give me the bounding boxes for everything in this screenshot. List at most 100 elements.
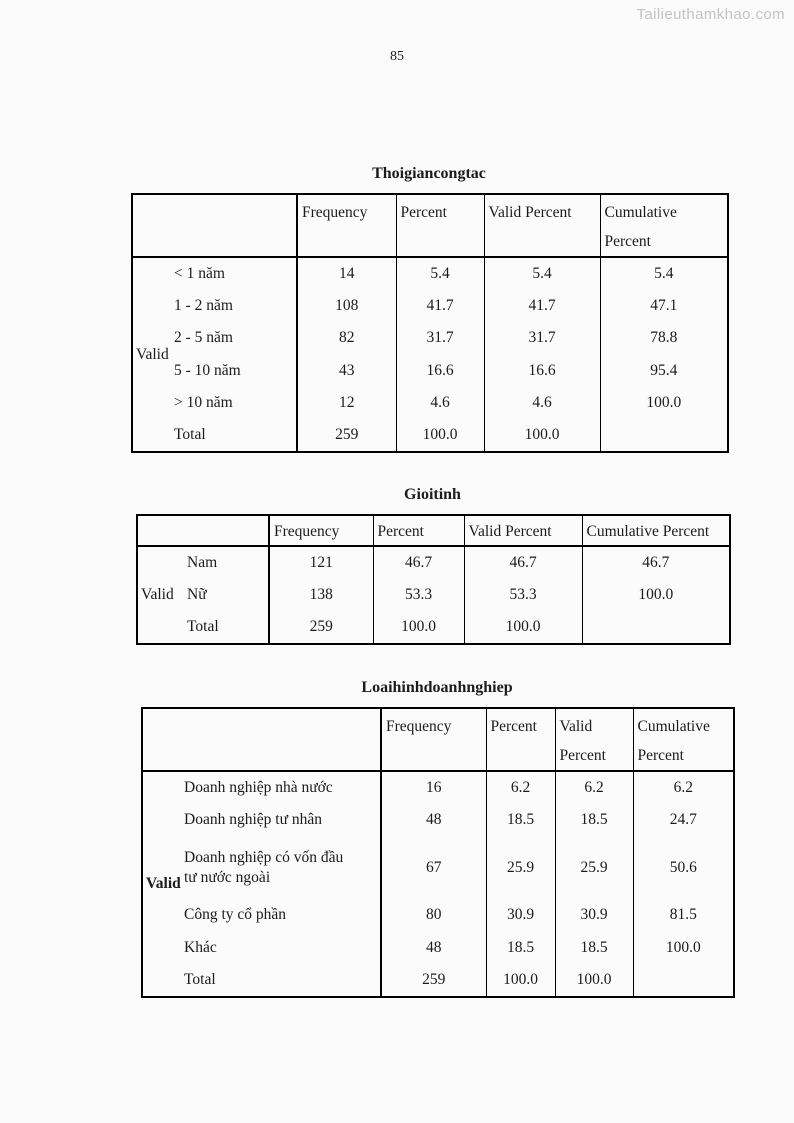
table-row: Valid Nam 121 46.7 46.7 46.7 [137, 546, 730, 603]
table-title: Gioitinh [404, 486, 461, 503]
table-section-gioitinh: Gioitinh Frequency Percent Valid Percent… [136, 485, 731, 645]
row-label: 1 - 2 năm [172, 289, 298, 322]
cell-value: 100.0 [554, 964, 633, 997]
header-row: Frequency Percent Valid Percent Cumulati… [142, 708, 734, 772]
header-row: Frequency Percent Valid Percent Cumulati… [137, 515, 730, 547]
cell-value: 18.5 [485, 803, 555, 836]
cell-value: 100.0 [599, 387, 728, 420]
column-header-valid-percent: Valid Percent [554, 708, 633, 772]
cell-value: 4.6 [483, 387, 600, 420]
column-header-percent: Percent [485, 708, 555, 772]
empty-header-cell [132, 194, 298, 258]
table-row: Total 259 100.0 100.0 [132, 419, 728, 452]
cell-value: 4.6 [395, 387, 484, 420]
table-row: Khác 48 18.5 18.5 100.0 [142, 931, 734, 964]
cell-value: 100.0 [372, 611, 464, 644]
cell-value: 53.3 [463, 578, 582, 611]
cell-value: 48 [380, 931, 486, 964]
cell-value: 43 [296, 354, 396, 387]
table-row: > 10 năm 12 4.6 4.6 100.0 [132, 387, 728, 420]
column-header-percent: Percent [372, 515, 464, 547]
table-row: Valid Doanh nghiệp nhà nước 16 6.2 6.2 6… [142, 771, 734, 892]
row-label: Doanh nghiệp nhà nước [182, 771, 382, 804]
cell-value: 95.4 [599, 354, 728, 387]
cell-value: 100.0 [395, 419, 484, 452]
table-row: 2 - 5 năm 82 31.7 31.7 78.8 [132, 322, 728, 355]
row-label: Công ty cổ phần [182, 899, 382, 932]
empty-header-cell [142, 708, 382, 772]
cell-value [581, 611, 730, 644]
cell-value: 30.9 [485, 899, 555, 932]
cell-value: 16.6 [395, 354, 484, 387]
cell-value: 67 [380, 836, 486, 899]
frequency-table-gioitinh: Frequency Percent Valid Percent Cumulati… [136, 514, 731, 645]
cell-value: 6.2 [485, 771, 555, 804]
row-label: < 1 năm [172, 257, 298, 290]
column-header-frequency: Frequency [296, 194, 396, 258]
cell-value: 100.0 [632, 931, 734, 964]
cell-value: 138 [268, 578, 373, 611]
row-label: Total [182, 964, 382, 997]
cell-value: 78.8 [599, 322, 728, 355]
group-label-valid: Valid [141, 585, 174, 603]
row-label: > 10 năm [172, 387, 298, 420]
cell-value: 5.4 [599, 257, 728, 290]
table-row: Total 259 100.0 100.0 [137, 611, 730, 644]
cell-value: 25.9 [554, 836, 633, 899]
row-label: Doanh nghiệp có vốn đầu tư nước ngoài [182, 836, 382, 899]
cell-value: 82 [296, 322, 396, 355]
table-section-thoigiancongtac: Thoigiancongtac Frequency Percent Valid … [131, 164, 729, 453]
cell-value: 6.2 [632, 771, 734, 804]
table-row: Doanh nghiệp có vốn đầu tư nước ngoài 67… [142, 836, 734, 899]
table-row: Nữ 138 53.3 53.3 100.0 [137, 578, 730, 611]
row-label: 5 - 10 năm [172, 354, 298, 387]
cell-value: 108 [296, 289, 396, 322]
table-title: Loaihinhdoanhnghiep [361, 679, 513, 696]
cell-value: 18.5 [554, 803, 633, 836]
column-header-valid-percent: Valid Percent [463, 515, 582, 547]
table-row: 5 - 10 năm 43 16.6 16.6 95.4 [132, 354, 728, 387]
table-row: Công ty cổ phần 80 30.9 30.9 81.5 [142, 899, 734, 932]
row-label: Total [185, 611, 270, 644]
table-row: Doanh nghiệp tư nhân 48 18.5 18.5 24.7 [142, 803, 734, 836]
empty-header-cell [137, 515, 270, 547]
table-row: Valid < 1 năm 14 5.4 5.4 5.4 [132, 257, 728, 363]
cell-value: 121 [268, 546, 373, 579]
column-header-frequency: Frequency [268, 515, 373, 547]
cell-value: 5.4 [483, 257, 600, 290]
column-header-cumulative-percent: Cumulative Percent [632, 708, 734, 772]
cell-value [632, 964, 734, 997]
cell-value: 46.7 [581, 546, 730, 579]
cell-value: 50.6 [632, 836, 734, 899]
cell-value: 24.7 [632, 803, 734, 836]
row-label: Nam [185, 546, 270, 579]
cell-value: 31.7 [395, 322, 484, 355]
row-label: Total [172, 419, 298, 452]
cell-value: 259 [268, 611, 373, 644]
group-label-valid: Valid [136, 345, 169, 363]
cell-value: 48 [380, 803, 486, 836]
cell-value: 100.0 [485, 964, 555, 997]
header-row: Frequency Percent Valid Percent Cumulati… [132, 194, 728, 258]
cell-value: 30.9 [554, 899, 633, 932]
table-section-loaihinhdoanhnghiep: Loaihinhdoanhnghiep Frequency Percent Va… [141, 678, 735, 998]
group-label-valid: Valid [146, 874, 181, 892]
watermark: Tailieuthamkhao.com [636, 6, 785, 23]
cell-value: 14 [296, 257, 396, 290]
cell-value: 41.7 [483, 289, 600, 322]
cell-value: 18.5 [554, 931, 633, 964]
table-title: Thoigiancongtac [372, 165, 486, 182]
cell-value: 46.7 [463, 546, 582, 579]
frequency-table-thoigiancongtac: Frequency Percent Valid Percent Cumulati… [131, 193, 729, 453]
table-row: 1 - 2 năm 108 41.7 41.7 47.1 [132, 289, 728, 322]
cell-value [599, 419, 728, 452]
cell-value: 100.0 [581, 578, 730, 611]
row-label: Khác [182, 931, 382, 964]
cell-value: 81.5 [632, 899, 734, 932]
cell-value: 25.9 [485, 836, 555, 899]
cell-value: 80 [380, 899, 486, 932]
cell-value: 31.7 [483, 322, 600, 355]
cell-value: 12 [296, 387, 396, 420]
column-header-valid-percent: Valid Percent [483, 194, 600, 258]
